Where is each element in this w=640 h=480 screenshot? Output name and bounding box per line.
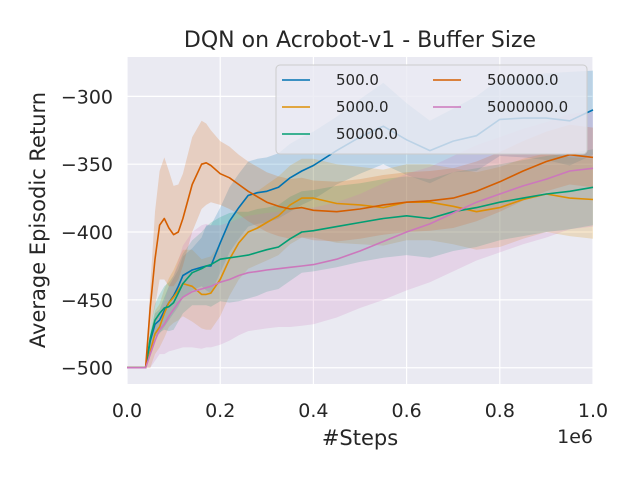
series-line-4 [127, 167, 594, 369]
legend-frame [275, 64, 588, 155]
series-line-3 [127, 153, 594, 369]
series-line-1 [127, 193, 594, 369]
series-line-2 [127, 186, 594, 369]
x-tick-label: 0.0 [112, 400, 142, 422]
legend-label: 500.0 [336, 71, 379, 89]
legend-label: 50000.0 [336, 125, 398, 143]
x-axis-ticks: 0.0 0.2 0.4 0.6 0.8 1.0 [112, 400, 608, 422]
legend-label: 5000000.0 [487, 98, 568, 116]
y-tick-label: −450 [61, 290, 113, 312]
legend-label: 500000.0 [487, 71, 559, 89]
x-tick-label: 0.2 [205, 400, 235, 422]
series-band-3 [127, 120, 593, 368]
chart-title: DQN on Acrobot-v1 - Buffer Size [184, 28, 536, 53]
x-tick-label: 0.6 [391, 400, 421, 422]
legend-label: 5000.0 [336, 98, 389, 116]
y-tick-label: −400 [61, 222, 113, 244]
x-axis-label: #Steps [322, 426, 398, 450]
y-axis-label: Average Episodic Return [26, 92, 50, 348]
y-tick-label: −350 [61, 154, 113, 176]
legend: 500.0 5000.0 50000.0 500000.0 5000000.0 [275, 64, 588, 155]
x-axis-scale-label: 1e6 [557, 426, 593, 448]
y-tick-label: −500 [61, 358, 113, 380]
series-band-2 [127, 149, 593, 368]
series-band-4 [127, 111, 593, 368]
x-tick-label: 1.0 [578, 400, 608, 422]
x-tick-label: 0.4 [298, 400, 328, 422]
y-axis-ticks: −500 −450 −400 −350 −300 [61, 86, 113, 379]
y-tick-label: −300 [61, 86, 113, 108]
x-tick-label: 0.8 [485, 400, 515, 422]
